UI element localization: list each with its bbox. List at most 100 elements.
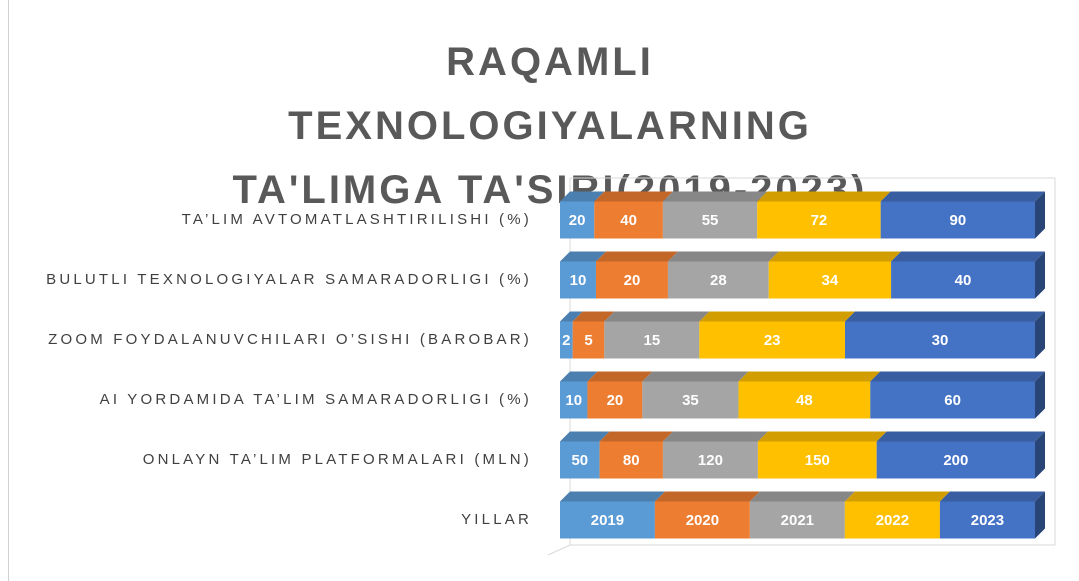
bar-top-face [844,491,950,502]
data-label: 35 [682,392,699,409]
bar [587,381,643,419]
data-label: 2023 [971,512,1004,529]
data-label: 150 [805,452,830,469]
data-label: 40 [620,212,637,229]
bar [768,261,892,299]
chart-title: RAQAMLI TEXNOLOGIYALARNING TA'LIMGA TA'S… [232,40,868,212]
bar [891,261,1035,299]
category-label: TA’LIM AVTOMATLASHTIRILISHI (%) [181,211,532,228]
bar-top-face [560,311,583,322]
bar [654,501,750,539]
bar-top-face [560,371,598,382]
data-label: 2019 [591,512,624,529]
data-label: 20 [624,272,641,289]
bar [757,201,881,239]
bar-top-face [594,191,673,202]
bar-top-face [891,251,1045,262]
data-label: 60 [944,392,961,409]
bar [560,501,655,539]
bar-top-face [595,251,678,262]
bar-top-face [667,251,779,262]
data-label: 30 [932,332,949,349]
bar [560,381,588,419]
bar-top-face [738,371,881,382]
bar-top-face [845,311,1045,322]
data-label: 80 [623,452,640,469]
data-label: 23 [764,332,781,349]
data-label: 20 [607,392,624,409]
data-label: 2021 [781,512,814,529]
bar-top-face [757,191,891,202]
bar-top-face [654,491,760,502]
bar-side-face [1035,251,1045,299]
bar-top-face [560,431,610,442]
bar [738,381,871,419]
bar-top-face [749,491,855,502]
bar-top-face [662,431,768,442]
bar-top-face [870,371,1045,382]
bar-top-face [757,431,887,442]
data-label: 10 [565,392,582,409]
bar-side-face [1035,431,1045,479]
bar [844,501,940,539]
data-label: 120 [698,452,723,469]
bar [939,501,1035,539]
bar-top-face [572,311,615,322]
bar-top-face [699,311,855,322]
bar [599,441,663,479]
category-label: YILLAR [461,511,532,528]
data-label: 50 [571,452,588,469]
category-label: ONLAYN TA’LIM PLATFORMALARI (MLN) [142,451,532,468]
category-label: AI YORDAMIDA TA’LIM SAMARADORLIGI (%) [99,391,532,408]
bar-top-face [662,191,768,202]
bar [594,201,663,239]
bar-top-face [642,371,749,382]
bar-top-face [560,491,665,502]
bar-top-face [560,251,606,262]
bar [604,321,700,359]
bar-top-face [560,191,605,202]
category-label: ZOOM FOYDALANUVCHILARI O’SISHI (BAROBAR) [48,331,532,348]
category-label: BULUTLI TEXNOLOGIYALAR SAMARADORLIGI (%) [46,271,532,288]
bar-side-face [1035,311,1045,359]
category-label-box: BULUTLI TEXNOLOGIYALAR SAMARADORLIGI (%) [46,269,532,291]
data-label: 48 [796,392,813,409]
bar [662,441,758,479]
bar-top-face [876,431,1045,442]
bar-side-face [1035,191,1045,239]
data-label: 15 [643,332,660,349]
data-label: 28 [710,272,727,289]
category-label-box: AI YORDAMIDA TA’LIM SAMARADORLIGI (%) [100,389,532,411]
bar [880,201,1035,239]
data-label: 2 [562,332,570,349]
data-label: 5 [584,332,592,349]
bar [667,261,769,299]
bar [845,321,1035,359]
bar [749,501,845,539]
bar [876,441,1035,479]
bar [595,261,668,299]
frame-border [8,0,9,581]
data-label: 34 [822,272,839,289]
bar [757,441,877,479]
category-label-box: TA’LIM AVTOMATLASHTIRILISHI (%) [182,209,532,231]
category-label-box: YILLAR [461,509,532,531]
data-label: 72 [811,212,828,229]
bar [572,321,605,359]
data-label: 90 [949,212,966,229]
bar-top-face [599,431,673,442]
category-label-box: ZOOM FOYDALANUVCHILARI O’SISHI (BAROBAR) [48,329,532,351]
bar [870,381,1035,419]
bar-top-face [939,491,1045,502]
bar-side-face [1035,371,1045,419]
category-label-box: ONLAYN TA’LIM PLATFORMALARI (MLN) [143,449,532,471]
bar [560,321,573,359]
bar-top-face [880,191,1045,202]
bar [699,321,845,359]
bar-top-face [604,311,710,322]
data-label: 20 [569,212,586,229]
data-label: 10 [570,272,587,289]
data-label: 40 [955,272,972,289]
